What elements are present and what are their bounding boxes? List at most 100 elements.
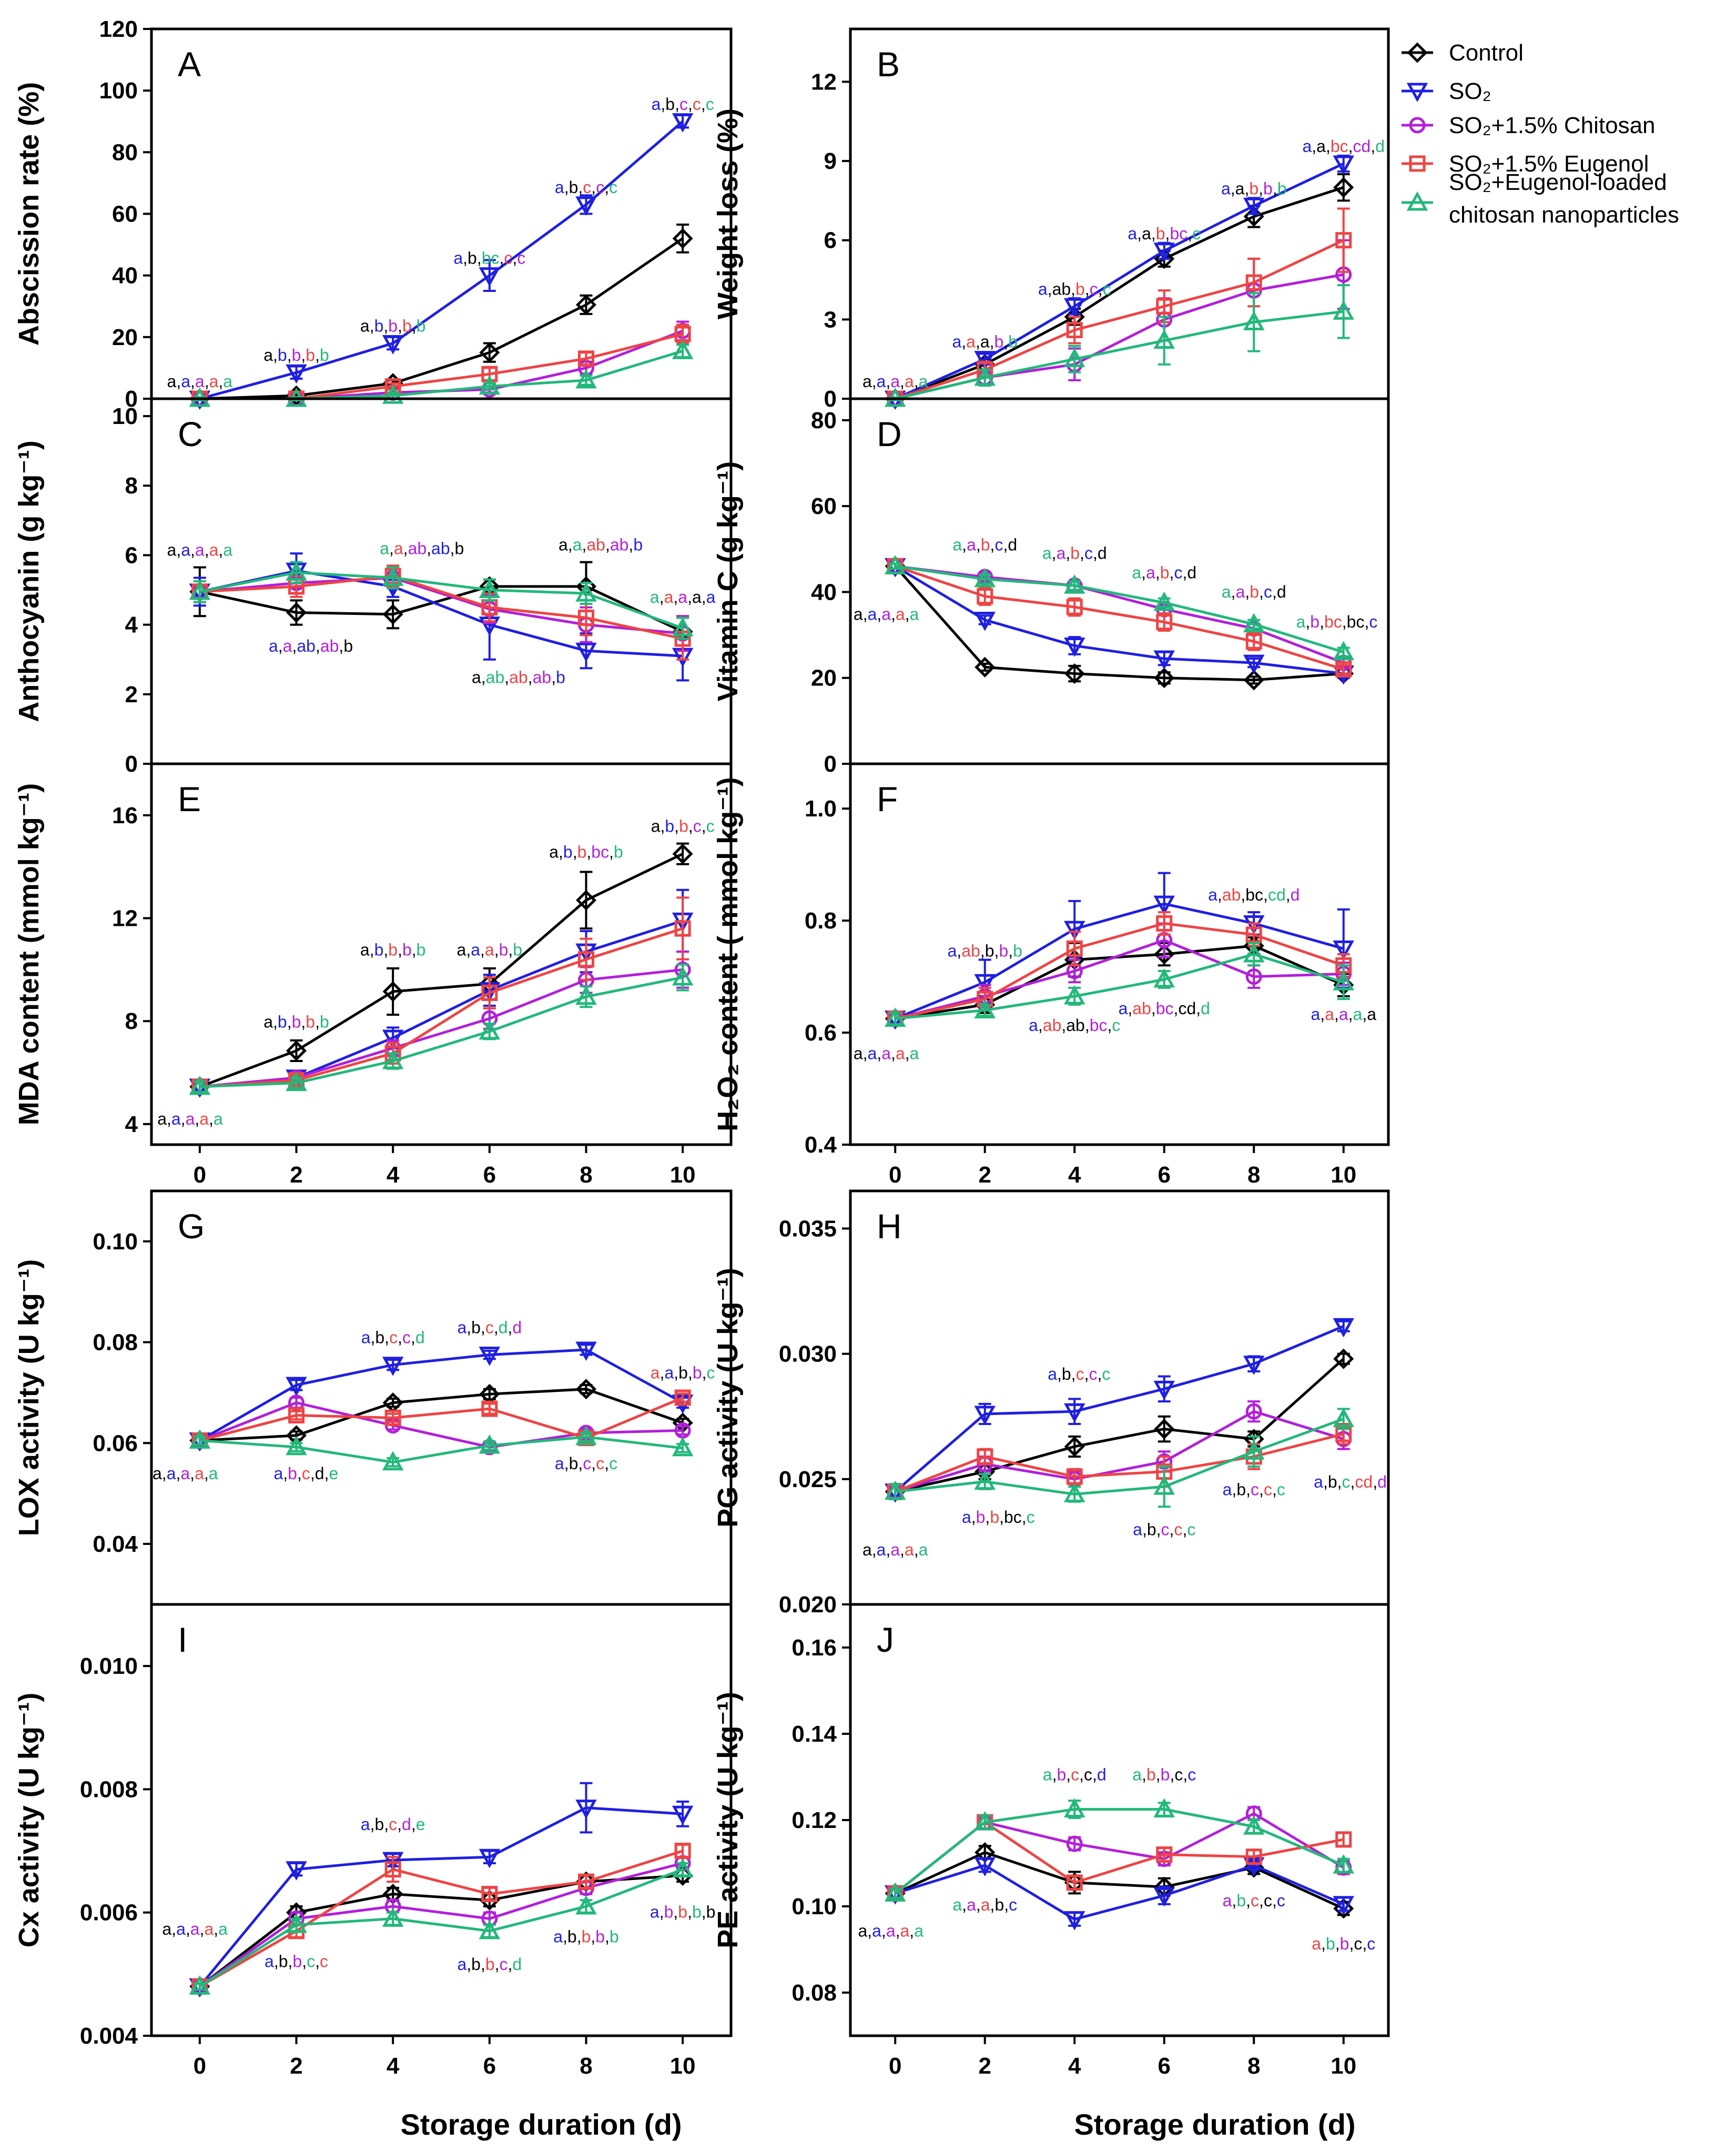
significance-letter: c bbox=[1174, 563, 1182, 582]
significance-letter: e bbox=[329, 1464, 338, 1483]
significance-letter: a bbox=[650, 1903, 659, 1922]
significance-label: a,a,a,a,a bbox=[854, 1044, 919, 1063]
significance-letter: b bbox=[455, 539, 464, 558]
significance-letter: b bbox=[1008, 332, 1018, 351]
significance-letter: a bbox=[652, 95, 661, 114]
legend-marker-control bbox=[1407, 42, 1428, 63]
x-axis-label-right: Storage duration (d) bbox=[1074, 2108, 1355, 2141]
significance-label: a,a,b,c,d bbox=[1132, 563, 1196, 582]
significance-letter: a bbox=[1029, 1016, 1038, 1035]
series-B-chitosan bbox=[887, 239, 1352, 407]
panel-J: J PE activity (U kg⁻¹) 0.08 0.10 0.12 0.14 0.1… bbox=[712, 1603, 1390, 2079]
y-tick-label: 40 bbox=[811, 579, 837, 605]
series-line-eugenol bbox=[895, 565, 1344, 671]
significance-letter: b bbox=[577, 843, 587, 862]
data-point-nano bbox=[575, 369, 597, 389]
data-point-so2 bbox=[1333, 155, 1354, 175]
y-tick-label: 0.030 bbox=[779, 1341, 837, 1367]
significance-letter: b bbox=[278, 1012, 287, 1031]
y-tick-label: 4 bbox=[125, 612, 138, 638]
y-axis-label-D: Vitamin C (g kg⁻¹) bbox=[712, 461, 744, 702]
y-tick-label: 0 bbox=[824, 751, 837, 777]
data-point-nano bbox=[479, 375, 501, 395]
data-point-nano bbox=[974, 999, 996, 1018]
significance-letter: a bbox=[868, 1044, 877, 1063]
y-tick-label: 0.008 bbox=[80, 1776, 138, 1802]
significance-label: a,b,bc,bc,c bbox=[1296, 612, 1378, 631]
x-tick-label: 2 bbox=[979, 1162, 991, 1188]
data-point-nano bbox=[1064, 1483, 1085, 1502]
data-point-nano bbox=[885, 1882, 906, 1902]
significance-label: a,b,c,cd,d bbox=[1314, 1472, 1387, 1491]
significance-label: a,b,c,c,c bbox=[555, 178, 617, 197]
data-point-nano bbox=[382, 1049, 404, 1069]
significance-letter: b bbox=[1070, 544, 1080, 563]
significance-letter: c bbox=[1089, 1365, 1097, 1383]
series-line-nano bbox=[199, 976, 683, 1088]
significance-label: a,b,c,c,c bbox=[1223, 1480, 1285, 1499]
data-point-so2 bbox=[974, 974, 996, 994]
significance-letter: b bbox=[485, 1955, 495, 1974]
x-tick-label: 0 bbox=[194, 2053, 206, 2079]
data-point-nano bbox=[1064, 574, 1085, 594]
significance-letter: a bbox=[1142, 224, 1151, 243]
series-F-so2 bbox=[885, 872, 1354, 1030]
data-point-eugenol bbox=[481, 984, 498, 1001]
significance-letter: b bbox=[706, 1903, 716, 1922]
significance-letter: a bbox=[1222, 582, 1231, 601]
data-point-control bbox=[1333, 177, 1354, 198]
data-point-so2 bbox=[1064, 1403, 1085, 1423]
significance-letter: bc bbox=[1156, 999, 1174, 1018]
significance-letter: a bbox=[553, 1927, 563, 1946]
series-line-nano bbox=[894, 1808, 1344, 1895]
significance-letter: b bbox=[278, 346, 287, 365]
series-line-so2 bbox=[199, 569, 683, 658]
data-point-nano bbox=[974, 1470, 996, 1490]
significance-letter: a bbox=[195, 1464, 204, 1483]
series-J-nano bbox=[885, 1798, 1354, 1902]
y-tick-label: 0.16 bbox=[791, 1635, 837, 1661]
significance-letter: a bbox=[453, 249, 463, 268]
series-B-nano bbox=[885, 284, 1354, 407]
significance-letter: c bbox=[596, 178, 604, 197]
significance-letter: b bbox=[417, 940, 426, 959]
significance-label: a,ab,ab,ab,b bbox=[472, 668, 565, 687]
significance-letter: b bbox=[320, 1012, 329, 1031]
significance-letter: a bbox=[157, 1109, 167, 1128]
data-point-so2 bbox=[382, 1852, 404, 1872]
y-tick-label: 20 bbox=[811, 665, 837, 691]
significance-letter: a bbox=[952, 535, 962, 554]
significance-letter: bc bbox=[482, 249, 500, 268]
significance-label: a,b,b,b,b bbox=[360, 940, 426, 959]
significance-letter: a bbox=[877, 1540, 886, 1559]
significance-letter: c bbox=[1027, 1508, 1035, 1527]
data-point-chitosan bbox=[1066, 1835, 1083, 1852]
significance-letter: a bbox=[651, 1363, 660, 1382]
data-point-nano bbox=[1333, 1408, 1354, 1427]
y-tick-label: 0.020 bbox=[779, 1592, 837, 1618]
data-point-nano bbox=[1243, 1440, 1265, 1460]
panel-frame-I bbox=[150, 1603, 733, 2037]
legend-label-nano-line2: chitosan nanoparticles bbox=[1449, 202, 1679, 228]
significance-letter: c bbox=[1103, 279, 1111, 298]
series-line-eugenol bbox=[199, 332, 683, 400]
significance-letter: b bbox=[1310, 612, 1319, 631]
significance-label: a,a,bc,cd,d bbox=[1302, 137, 1385, 156]
x-tick-label: 10 bbox=[670, 2053, 696, 2079]
significance-letter: a bbox=[854, 605, 863, 624]
significance-letter: a bbox=[555, 178, 564, 197]
series-line-chitosan bbox=[199, 968, 683, 1088]
significance-label: a,a,b,b,c bbox=[651, 1363, 715, 1382]
significance-letter: c bbox=[1277, 1480, 1285, 1499]
series-I-nano bbox=[189, 1858, 694, 1995]
series-line-control bbox=[199, 1388, 683, 1442]
legend: Control SO₂ SO₂+1.5% Chitosan SO₂+1.5% Euge… bbox=[1402, 40, 1679, 228]
data-point-so2 bbox=[1243, 654, 1265, 674]
panel-letter-I: I bbox=[178, 1620, 187, 1659]
y-axis-label-B: Weight loss (%) bbox=[712, 108, 744, 319]
series-line-chitosan bbox=[199, 1862, 683, 1988]
significance-letter: c bbox=[307, 1952, 315, 1971]
significance-letter: d bbox=[1375, 137, 1385, 156]
significance-letter: c bbox=[1102, 1365, 1110, 1383]
significance-letter: b bbox=[417, 317, 426, 336]
